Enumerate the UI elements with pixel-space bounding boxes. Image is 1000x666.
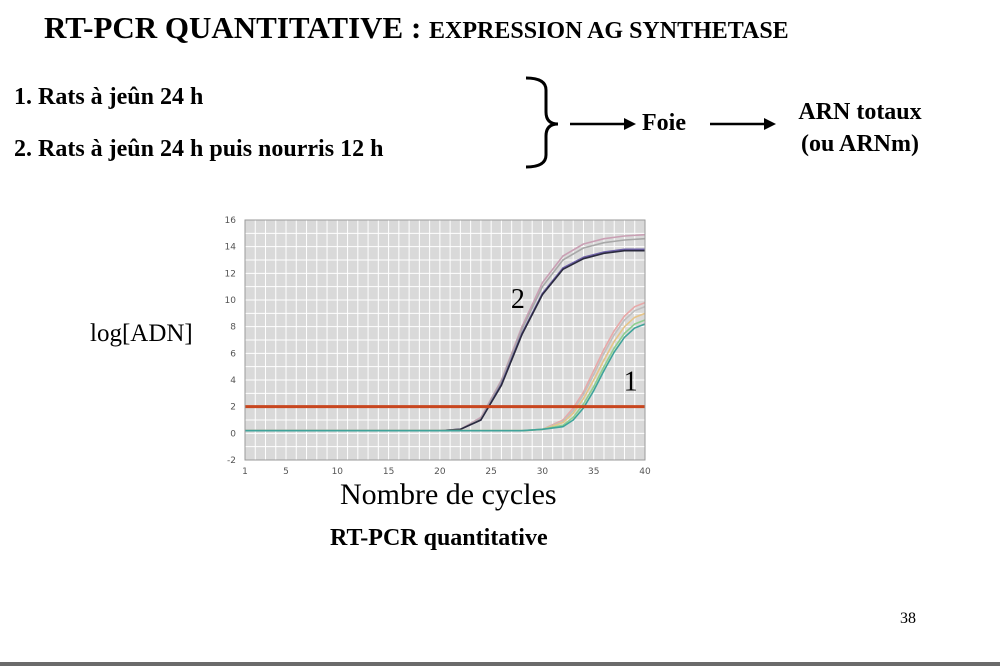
y-tick-label: 4 — [230, 376, 236, 386]
title-main: RT-PCR QUANTITATIVE : — [44, 10, 430, 45]
result-label: ARN totaux (ou ARNm) — [780, 96, 940, 160]
y-tick-label: 8 — [230, 323, 236, 333]
footer-bar — [0, 662, 1000, 666]
x-tick-label: 10 — [332, 467, 344, 475]
x-tick-labels: 1 5 10 15 20 25 30 35 40 — [242, 467, 651, 475]
page-number: 38 — [900, 610, 916, 627]
x-tick-label: 25 — [485, 467, 496, 475]
curly-brace — [525, 76, 559, 169]
y-tick-label: 6 — [230, 349, 236, 359]
chart-caption: RT-PCR quantitative — [330, 525, 548, 551]
x-tick-label: 15 — [383, 467, 394, 475]
x-tick-label: 5 — [283, 467, 289, 475]
series-line-group-1 — [245, 323, 646, 432]
x-tick-label: 1 — [242, 467, 248, 475]
curve-label: 2 — [511, 284, 525, 315]
group-1-label: 1. Rats à jeûn 24 h — [14, 84, 204, 110]
organ-label: Foie — [642, 110, 686, 136]
slide-title: RT-PCR QUANTITATIVE : EXPRESSION AG SYNT… — [44, 10, 789, 46]
y-tick-label: 0 — [230, 429, 236, 439]
y-axis-label: log[ADN] — [90, 320, 193, 347]
y-tick-label: 10 — [225, 296, 237, 306]
arrow-to-result-head — [764, 118, 776, 130]
y-tick-label: 16 — [225, 216, 237, 226]
result-line-2: (ou ARNm) — [801, 131, 919, 157]
result-line-1: ARN totaux — [798, 99, 922, 125]
arrow-to-organ-head — [624, 118, 636, 130]
flow-diagram — [525, 76, 776, 169]
group-2-label: 2. Rats à jeûn 24 h puis nourris 12 h — [14, 136, 384, 162]
curve-label: 1 — [624, 367, 638, 398]
plot-frame — [244, 219, 646, 461]
y-tick-label: 12 — [225, 269, 236, 279]
title-sub: EXPRESSION AG SYNTHETASE — [429, 18, 789, 44]
x-axis-label: Nombre de cycles — [340, 478, 557, 511]
y-tick-label: 14 — [225, 243, 237, 253]
y-tick-label: 2 — [230, 403, 236, 413]
series-lines — [245, 233, 646, 432]
x-tick-label: 35 — [588, 467, 599, 475]
y-tick-labels: -2 0 2 4 6 8 10 12 14 16 — [225, 216, 237, 466]
x-tick-label: 30 — [537, 467, 549, 475]
x-tick-label: 20 — [434, 467, 446, 475]
y-tick-label: -2 — [227, 456, 236, 466]
x-tick-label: 40 — [639, 467, 651, 475]
curve-labels: 21 — [511, 284, 638, 398]
